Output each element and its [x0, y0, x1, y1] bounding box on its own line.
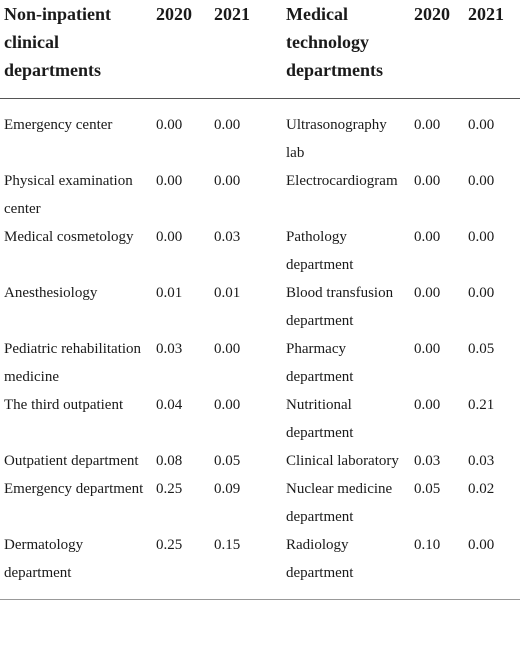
right-department-name: Radiology department	[272, 531, 408, 600]
left-value-2021: 0.00	[214, 397, 241, 413]
left-value-2021: 0.03	[214, 229, 241, 245]
left-value-2020: 0.08	[156, 453, 183, 469]
right-department-name: Nutritional department	[286, 397, 354, 441]
left-value-2020: 0.03	[156, 341, 183, 357]
left-value-2020: 0.00	[156, 117, 183, 133]
table-row: Outpatient department 0.08 0.05 Clinical la…	[0, 447, 520, 475]
right-value-2020: 0.00	[414, 341, 441, 357]
left-value-2020: 0.25	[150, 531, 208, 600]
header-2021-right: 2021	[462, 0, 520, 99]
header-medical-technology-departments: Medical technology departments	[272, 0, 408, 99]
header-col1-line1: Non-inpatient	[4, 4, 112, 24]
table-header: Non-inpatient clinical departments 2020 …	[0, 0, 520, 99]
left-value-2021: 0.09	[214, 481, 241, 497]
right-value-2021: 0.05	[468, 341, 495, 357]
right-value-2021: 0.21	[468, 397, 495, 413]
left-department-name: Anesthesiology	[4, 285, 98, 301]
header-non-inpatient-clinical-departments: Non-inpatient clinical departments	[0, 0, 150, 99]
left-value-2021: 0.00	[214, 117, 241, 133]
table-row: The third outpatient 0.04 0.00 Nutritional …	[0, 391, 520, 447]
header-col1-line3: departments	[4, 60, 101, 80]
left-department-name: Outpatient department	[4, 453, 139, 469]
right-value-2021: 0.00	[468, 229, 495, 245]
left-value-2020: 0.25	[156, 481, 183, 497]
right-value-2020: 0.00	[414, 173, 441, 189]
right-value-2021: 0.00	[462, 531, 520, 600]
header-col4-line2: technology	[286, 32, 369, 52]
left-department-name: Emergency department	[4, 481, 144, 497]
left-value-2021: 0.01	[214, 285, 241, 301]
right-department-name: Blood transfusion department	[286, 285, 394, 329]
header-2020-left: 2020	[150, 0, 208, 99]
right-value-2021: 0.00	[468, 117, 495, 133]
header-col1-line2: clinical	[4, 32, 59, 52]
header-col4-line3: departments	[286, 60, 383, 80]
left-value-2020: 0.00	[156, 173, 183, 189]
right-department-name: Nuclear medicine department	[286, 481, 393, 525]
left-value-2021: 0.05	[214, 453, 241, 469]
table-row: Anesthesiology 0.01 0.01 Blood transfusion …	[0, 279, 520, 335]
left-value-2020: 0.04	[156, 397, 183, 413]
right-value-2020: 0.00	[414, 397, 441, 413]
right-value-2021: 0.00	[468, 173, 495, 189]
left-value-2020: 0.00	[156, 229, 183, 245]
table-row: Medical cosmetology 0.00 0.03 Pathology dep…	[0, 223, 520, 279]
right-department-name: Pathology department	[286, 229, 354, 273]
table-row: Dermatology department 0.25 0.15 Radiology …	[0, 531, 520, 600]
right-value-2020: 0.00	[414, 285, 441, 301]
table-row: Pediatric rehabilitation medicine 0.03 0.0…	[0, 335, 520, 391]
table-row: Emergency department 0.25 0.09 Nuclear medi…	[0, 475, 520, 531]
right-department-name: Clinical laboratory	[286, 453, 399, 469]
left-value-2020: 0.01	[156, 285, 183, 301]
right-department-name: Pharmacy department	[286, 341, 354, 385]
right-value-2021: 0.02	[468, 481, 495, 497]
left-value-2021: 0.00	[214, 173, 241, 189]
right-value-2020: 0.10	[408, 531, 462, 600]
table-row: Physical examination center 0.00 0.00 Elect…	[0, 167, 520, 223]
right-value-2021: 0.03	[468, 453, 495, 469]
left-value-2021: 0.15	[208, 531, 272, 600]
left-department-name: Physical examination center	[4, 173, 133, 217]
right-value-2020: 0.00	[414, 117, 441, 133]
table-row: Emergency center 0.00 0.00 Ultrasonography …	[0, 99, 520, 168]
left-department-name: Medical cosmetology	[4, 229, 134, 245]
left-department-name: The third outpatient	[4, 397, 124, 413]
right-department-name: Ultrasonography lab	[286, 117, 387, 161]
header-2021-left: 2021	[208, 0, 272, 99]
left-value-2021: 0.00	[214, 341, 241, 357]
right-value-2020: 0.03	[414, 453, 441, 469]
left-department-name: Dermatology department	[0, 531, 150, 600]
departments-table: Non-inpatient clinical departments 2020 …	[0, 0, 520, 600]
right-value-2020: 0.05	[414, 481, 441, 497]
header-col4-line1: Medical	[286, 4, 348, 24]
right-value-2020: 0.00	[414, 229, 441, 245]
header-2020-right: 2020	[408, 0, 462, 99]
left-department-name: Emergency center	[4, 117, 113, 133]
right-department-name: Electrocardiogram	[286, 173, 398, 189]
right-value-2021: 0.00	[468, 285, 495, 301]
left-department-name: Pediatric rehabilitation medicine	[4, 341, 142, 385]
table-body: Emergency center 0.00 0.00 Ultrasonography …	[0, 99, 520, 600]
